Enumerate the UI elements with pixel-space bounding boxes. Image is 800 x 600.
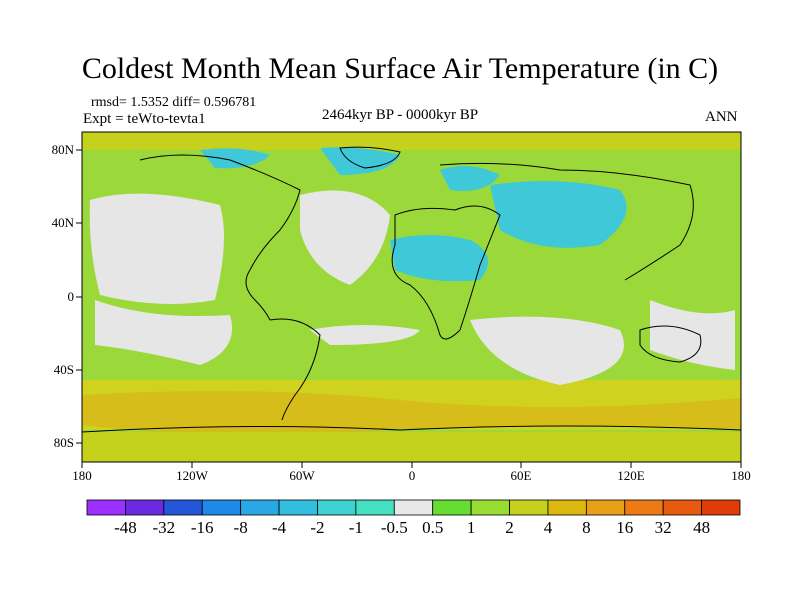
cool-scandinavia bbox=[440, 166, 500, 191]
coastline-greenland bbox=[339, 146, 401, 169]
colorbar-box bbox=[624, 499, 664, 516]
colorbar-label: -16 bbox=[190, 518, 214, 537]
map-field bbox=[82, 132, 741, 462]
stats-label: rmsd= 1.5352 diff= 0.596781 bbox=[91, 95, 257, 110]
y-tick-label: 80N bbox=[51, 142, 74, 157]
experiment-label: Expt = teWto-tevta1 bbox=[83, 111, 206, 127]
colorbar-label: -2 bbox=[310, 518, 325, 537]
coastlines bbox=[82, 146, 741, 433]
cool-sahara bbox=[390, 235, 488, 282]
colorbar-box bbox=[86, 499, 126, 516]
neutral-atlantic-south bbox=[310, 325, 420, 345]
y-tick-label: 0 bbox=[67, 289, 75, 304]
colorbar-box bbox=[432, 499, 472, 516]
colorbar-label: -4 bbox=[271, 518, 287, 537]
y-tick-label: 80S bbox=[53, 435, 74, 450]
colorbar-box bbox=[278, 499, 318, 516]
colorbar-label: 16 bbox=[616, 518, 634, 537]
neutral-indian-ocean bbox=[470, 316, 624, 385]
colorbar-box bbox=[701, 499, 741, 516]
cool-eurasia bbox=[490, 181, 627, 248]
colorbar-box bbox=[585, 499, 626, 516]
colorbar-label: -32 bbox=[152, 518, 176, 537]
coastline-antarctica bbox=[82, 425, 741, 433]
colorbar bbox=[86, 499, 741, 516]
southern-orange-band bbox=[82, 391, 741, 434]
colorbar-label: 48 bbox=[693, 518, 711, 537]
y-tick-label: 40S bbox=[53, 362, 74, 377]
x-tick-label: 120W bbox=[176, 468, 208, 483]
colorbar-label: 0.5 bbox=[422, 518, 444, 537]
colorbar-label: -0.5 bbox=[380, 518, 408, 537]
colorbar-box bbox=[163, 499, 203, 516]
cool-canada-north bbox=[200, 148, 270, 169]
colorbar-box bbox=[240, 499, 280, 516]
x-tick-label: 120E bbox=[617, 468, 645, 483]
colorbar-box bbox=[317, 499, 357, 516]
axis-ticks bbox=[76, 149, 742, 468]
neutral-atlantic-north bbox=[300, 190, 390, 285]
x-tick-label: 60E bbox=[510, 468, 532, 483]
antarctic-field bbox=[82, 432, 741, 462]
colorbar-box bbox=[201, 499, 242, 516]
neutral-pacific-south bbox=[95, 300, 232, 365]
coastline-south-america bbox=[269, 318, 321, 421]
period-label: 2464kyr BP - 0000kyr BP bbox=[322, 107, 479, 123]
x-tick-label: 180 bbox=[72, 468, 92, 483]
colorbar-label: 8 bbox=[582, 518, 591, 537]
colorbar-box bbox=[470, 499, 510, 516]
colorbar-label: 1 bbox=[466, 518, 476, 537]
colorbar-box bbox=[509, 499, 549, 516]
colorbar-label: 32 bbox=[654, 518, 672, 537]
colorbar-box bbox=[547, 499, 587, 516]
season-label: ANN bbox=[705, 109, 738, 125]
colorbar-label: 2 bbox=[505, 518, 514, 537]
colorbar-box bbox=[393, 499, 434, 516]
colorbar-box bbox=[355, 499, 395, 516]
figure-title: Coldest Month Mean Surface Air Temperatu… bbox=[81, 52, 719, 85]
x-tick-label: 180 bbox=[731, 468, 751, 483]
coastline-eurasia bbox=[439, 162, 694, 281]
colorbar-box bbox=[125, 499, 165, 516]
colorbar-box bbox=[662, 499, 702, 516]
coastline-north-america bbox=[139, 154, 301, 321]
colorbar-label: -48 bbox=[114, 518, 137, 537]
cool-greenland bbox=[320, 147, 400, 175]
arctic-field bbox=[82, 132, 741, 150]
colorbar-label: 4 bbox=[543, 518, 553, 537]
neutral-pacific-north bbox=[89, 193, 224, 304]
coastline-australia bbox=[639, 325, 702, 363]
x-tick-label: 60W bbox=[289, 468, 315, 483]
y-tick-label: 40N bbox=[51, 215, 74, 230]
colorbar-label: -8 bbox=[233, 518, 248, 537]
coastline-africa bbox=[391, 205, 501, 340]
x-tick-label: 0 bbox=[408, 468, 416, 483]
colorbar-label: -1 bbox=[348, 518, 363, 537]
neutral-pacific-east bbox=[650, 300, 735, 370]
